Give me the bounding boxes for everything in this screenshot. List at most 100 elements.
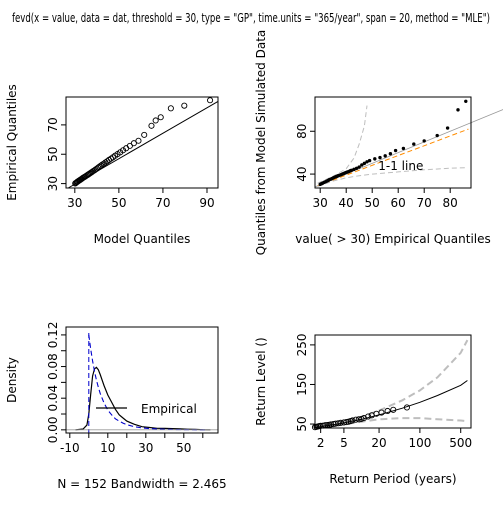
data-point [365, 160, 369, 164]
data-point [340, 419, 347, 426]
x-tick-label: 90 [199, 196, 214, 210]
x-tick-label: 30 [138, 441, 153, 455]
data-point [367, 158, 372, 163]
data-point [378, 409, 385, 416]
y-axis-label: Density [5, 357, 19, 403]
data-point [383, 154, 387, 158]
data-point [445, 126, 450, 130]
x-tick-label: 50 [111, 196, 126, 210]
data-point [357, 165, 361, 169]
data-point [435, 133, 439, 138]
data-point [335, 420, 342, 427]
data-point [148, 122, 155, 129]
x-tick-label: 5 [340, 436, 348, 450]
data-point [365, 413, 372, 420]
y-tick-label: 40 [295, 166, 309, 181]
panel-qq-simulated: 1-1 line 30 40 50 60 70 80 40 80 value( > 30) Emp… [254, 30, 503, 256]
legend-label: Empirical [141, 402, 197, 416]
x-axis-label: Model Quantiles [94, 232, 191, 246]
x-axis-label: value( > 30) Empirical Quantiles [295, 232, 491, 246]
x-axis-label: Return Period (years) [329, 472, 456, 486]
ci-lower-line [314, 417, 468, 429]
x-tick-label: 50 [176, 441, 191, 455]
x-tick-label: 500 [449, 436, 472, 450]
x-tick-label: 20 [371, 436, 386, 450]
data-point [349, 417, 356, 424]
x-tick-label: 70 [155, 196, 170, 210]
data-point [327, 421, 334, 428]
upper-band [317, 105, 368, 184]
data-point [181, 102, 188, 109]
x-tick-label: 30 [67, 196, 82, 210]
y-tick-label: 0.04 [46, 385, 60, 412]
y-axis-label: Quantiles from Model Simulated Data [254, 30, 268, 256]
data-point [373, 157, 377, 161]
y-tick-label: 0.12 [46, 322, 60, 349]
modeled-density [88, 334, 207, 431]
data-point [152, 117, 159, 124]
figure-title: fevd(x = value, data = dat, threshold = … [12, 10, 490, 25]
data-point [141, 131, 148, 138]
one-to-one-annotation: 1-1 line [378, 159, 423, 173]
y-tick-label: 0.08 [46, 353, 60, 380]
data-point [352, 416, 359, 423]
data-point [422, 139, 426, 143]
x-tick-label: 70 [417, 196, 432, 210]
y-tick-label: 30 [46, 176, 60, 191]
empirical-density [75, 366, 211, 431]
data-point [130, 140, 137, 147]
x-axis-label: N = 152 Bandwidth = 2.465 [57, 477, 226, 491]
y-tick-label: 50 [295, 416, 309, 431]
data-point [97, 162, 104, 169]
y-axis-label: Empirical Quantiles [5, 84, 19, 201]
data-point [343, 419, 350, 426]
data-point [157, 114, 164, 121]
lower-band [317, 167, 466, 187]
data-point [360, 415, 367, 422]
regression-line [317, 128, 469, 187]
y-axis-label: Return Level () [254, 337, 268, 426]
y-tick-label: 70 [46, 117, 60, 132]
panel-qq-model: 30 50 70 90 30 50 70 Model Quantiles Empirical Q… [5, 84, 219, 246]
x-tick-label: 10 [100, 441, 115, 455]
plot-frame [65, 96, 219, 189]
data-point [390, 406, 397, 413]
y-tick-label: 50 [46, 147, 60, 162]
data-point [337, 419, 344, 426]
x-tick-label: 50 [365, 196, 380, 210]
y-tick-label: 80 [295, 124, 309, 139]
y-tick-label: 250 [295, 333, 309, 356]
data-point [456, 108, 460, 112]
data-point [362, 161, 367, 166]
data-point [401, 146, 406, 151]
data-point [412, 142, 416, 146]
data-point [207, 97, 214, 104]
data-point [403, 404, 410, 411]
data-point [464, 99, 468, 103]
data-point [360, 163, 364, 167]
x-tick-label: 80 [443, 196, 458, 210]
x-tick-label: 40 [339, 196, 354, 210]
data-point [378, 155, 382, 160]
y-tick-label: 150 [295, 373, 309, 396]
data-point [167, 105, 174, 112]
y-tick-label: 0.00 [46, 416, 60, 443]
ci-upper-line [314, 339, 469, 429]
panel-return-level: 2 5 20 100 500 50 150 250 Return Period (years) R… [254, 333, 472, 486]
x-tick-label: 30 [313, 196, 328, 210]
return-level-fit [314, 380, 468, 429]
panel-density: Empirical -10 10 30 50 0.00 0.04 0.08 0.12 N = 15… [5, 322, 227, 491]
x-tick-label: -10 [60, 441, 80, 455]
data-point [388, 152, 393, 156]
plot-frame [314, 96, 472, 189]
x-tick-label: 100 [408, 436, 431, 450]
plot-frame [65, 326, 219, 434]
data-point [393, 148, 398, 153]
data-point [349, 168, 354, 173]
plot-frame [314, 334, 472, 429]
data-point [384, 407, 391, 415]
data-point [352, 167, 356, 172]
data-point [135, 137, 142, 144]
x-tick-label: 60 [391, 196, 406, 210]
